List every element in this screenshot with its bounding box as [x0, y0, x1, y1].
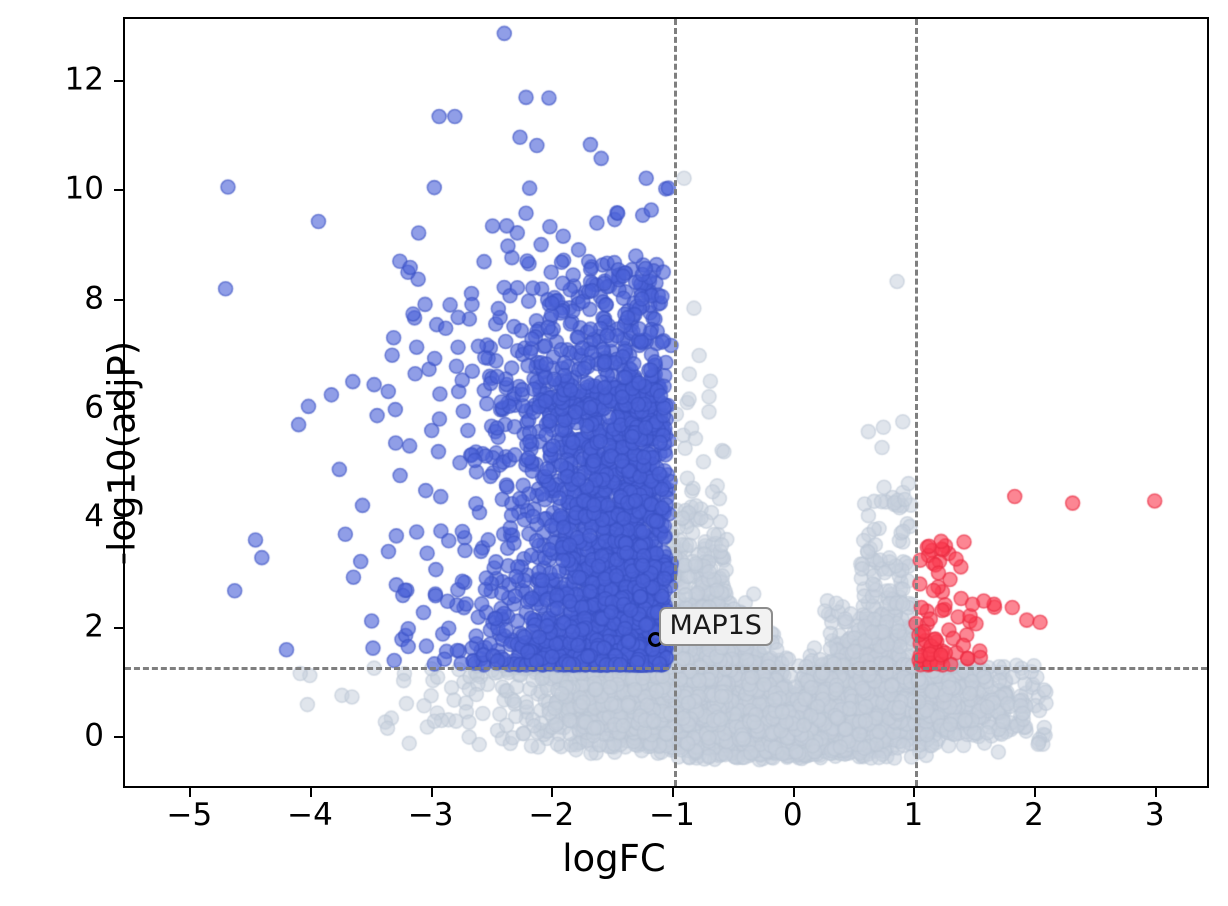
y-axis-label: -log10(adjP)	[100, 340, 144, 566]
y-tick-label-1: 2	[84, 608, 104, 645]
x-tick-label-1: −4	[287, 797, 333, 833]
scatter-points-canvas	[125, 19, 1207, 786]
x-tick-8	[1154, 788, 1157, 797]
y-tick-label-5: 10	[64, 170, 104, 207]
x-tick-label-7: 2	[1024, 797, 1044, 833]
x-tick-label-3: −2	[528, 797, 575, 833]
y-tick-label-0: 0	[84, 717, 104, 754]
y-tick-label-2: 4	[84, 498, 104, 535]
y-tick-1	[114, 626, 123, 629]
y-tick-label-4: 8	[84, 280, 104, 317]
y-tick-label-3: 6	[84, 389, 104, 426]
x-tick-4	[672, 788, 675, 797]
x-tick-label-4: −1	[649, 797, 695, 833]
y-tick-0	[114, 736, 123, 739]
x-tick-5	[792, 788, 795, 797]
x-tick-3	[551, 788, 554, 797]
plot-area: MAP1S	[123, 17, 1209, 788]
y-tick-6	[114, 79, 123, 82]
y-tick-2	[114, 517, 123, 520]
gene-annotation-map1s: MAP1S	[658, 606, 773, 646]
x-tick-label-5: 0	[782, 797, 803, 833]
y-tick-5	[114, 189, 123, 192]
x-tick-7	[1034, 788, 1037, 797]
x-tick-label-2: −3	[407, 797, 454, 833]
y-tick-4	[114, 298, 123, 301]
x-tick-2	[430, 788, 433, 797]
x-tick-6	[913, 788, 916, 797]
x-tick-1	[310, 788, 313, 797]
x-axis-label: logFC	[562, 837, 666, 880]
y-tick-label-6: 12	[64, 61, 104, 98]
x-tick-0	[189, 788, 192, 797]
x-tick-label-6: 1	[903, 797, 924, 833]
y-tick-3	[114, 407, 123, 410]
x-tick-label-8: 3	[1144, 797, 1165, 833]
x-tick-label-0: −5	[166, 797, 213, 833]
